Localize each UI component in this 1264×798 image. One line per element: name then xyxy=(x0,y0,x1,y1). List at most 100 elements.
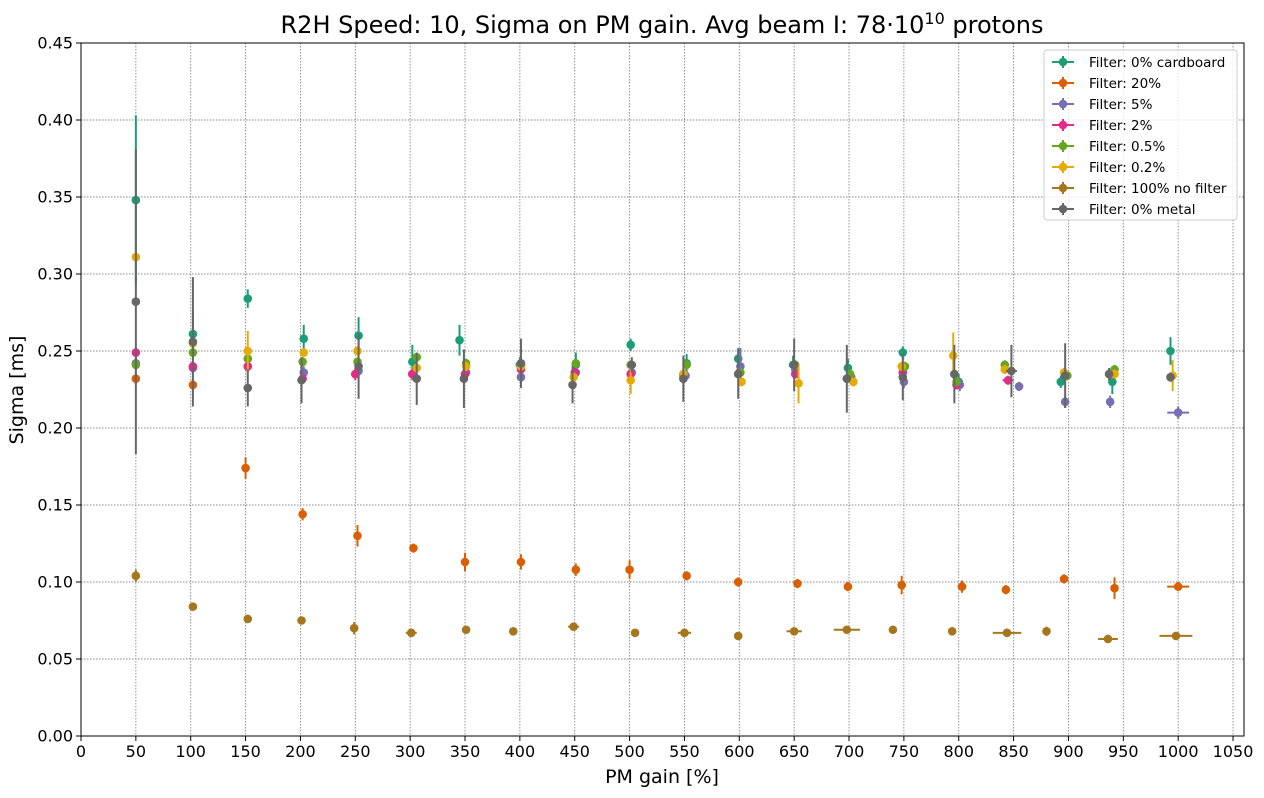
data-point xyxy=(516,557,526,567)
data-point xyxy=(1003,375,1013,385)
legend-item: Filter: 2% xyxy=(1052,118,1153,134)
x-tick-label: 900 xyxy=(1053,742,1084,761)
legend-marker xyxy=(1058,204,1068,214)
data-point xyxy=(948,351,958,360)
legend: Filter: 0% cardboard Filter: 20% Filter: 5… xyxy=(1043,49,1238,221)
legend-marker xyxy=(1058,183,1068,193)
x-tick-label: 0 xyxy=(76,742,86,761)
series-2 xyxy=(131,372,1190,599)
data-point xyxy=(1002,628,1012,638)
legend-label: Filter: 0% metal xyxy=(1089,202,1196,218)
chart-title-exponent: 10 xyxy=(924,9,944,28)
data-point xyxy=(793,579,802,588)
data-point xyxy=(842,625,852,635)
y-axis-label: Sigma [ms] xyxy=(6,336,28,445)
data-point xyxy=(568,380,577,390)
x-tick-label: 450 xyxy=(559,742,590,761)
data-point xyxy=(412,374,422,384)
data-point xyxy=(1166,372,1175,382)
data-point xyxy=(188,337,198,347)
data-point xyxy=(680,628,689,638)
data-point xyxy=(627,360,637,370)
legend-label: Filter: 100% no filter xyxy=(1089,181,1227,197)
x-axis-label: PM gain [%] xyxy=(605,766,719,788)
legend-item: Filter: 5% xyxy=(1052,97,1153,113)
data-point xyxy=(353,346,362,356)
data-point xyxy=(630,628,640,638)
y-tick-label: 0.15 xyxy=(37,496,73,515)
data-point xyxy=(626,340,635,350)
legend-label: Filter: 5% xyxy=(1089,97,1153,113)
data-point xyxy=(354,362,363,371)
data-point xyxy=(461,625,471,635)
data-point xyxy=(299,348,309,357)
x-tick-label: 200 xyxy=(285,742,316,761)
legend-label: Filter: 0.5% xyxy=(1089,139,1166,155)
data-point xyxy=(1104,369,1114,379)
chart-title-main: R2H Speed: 10, Sigma on PM gain. Avg bea… xyxy=(281,11,925,39)
y-tick-label: 0.05 xyxy=(37,650,73,669)
data-point xyxy=(1001,585,1011,594)
data-point xyxy=(849,377,858,387)
data-point xyxy=(460,557,470,567)
data-point xyxy=(898,372,908,382)
data-point xyxy=(626,375,635,385)
data-point xyxy=(241,463,250,473)
x-tick-label: 400 xyxy=(505,742,536,761)
y-tick-label: 0.10 xyxy=(37,573,73,592)
legend-label: Filter: 20% xyxy=(1089,76,1161,92)
x-tick-label: 700 xyxy=(834,742,865,761)
data-point xyxy=(794,379,803,388)
legend-label: Filter: 2% xyxy=(1089,118,1153,134)
data-point xyxy=(897,362,906,371)
data-point xyxy=(682,571,691,581)
data-point xyxy=(1103,634,1113,644)
data-point xyxy=(1059,574,1069,584)
x-tick-label: 100 xyxy=(175,742,206,761)
data-point xyxy=(789,360,799,370)
series-5 xyxy=(131,347,1119,387)
data-point xyxy=(406,628,416,638)
y-tick-label: 0.00 xyxy=(37,727,73,746)
series-7 xyxy=(131,569,1193,644)
legend-marker xyxy=(1058,162,1068,172)
data-point xyxy=(1171,631,1181,641)
data-point xyxy=(1110,583,1119,593)
x-tick-label: 1050 xyxy=(1213,742,1254,761)
x-tick-label: 500 xyxy=(614,742,645,761)
data-point xyxy=(733,577,743,587)
data-point xyxy=(349,623,359,633)
data-point xyxy=(1173,408,1183,417)
legend-item: Filter: 0% metal xyxy=(1052,202,1196,218)
chart-title: R2H Speed: 10, Sigma on PM gain. Avg bea… xyxy=(281,9,1044,39)
data-point xyxy=(243,383,253,393)
data-point xyxy=(188,602,198,611)
x-tick-label: 50 xyxy=(126,742,146,761)
y-tick-label: 0.40 xyxy=(37,111,73,130)
data-point xyxy=(350,369,360,379)
data-point xyxy=(297,616,306,625)
x-tick-label: 650 xyxy=(779,742,810,761)
data-point xyxy=(1105,397,1115,407)
data-point xyxy=(516,359,526,368)
series-4 xyxy=(131,347,1118,390)
data-point xyxy=(131,297,141,307)
y-tick-label: 0.20 xyxy=(37,419,73,438)
plot-frame xyxy=(80,42,1245,737)
x-tick-label: 850 xyxy=(998,742,1029,761)
data-point xyxy=(737,377,746,387)
x-tick-label: 600 xyxy=(724,742,755,761)
data-point xyxy=(679,374,688,384)
axis-ticks: 0 50 100 150 200 250 300 350 400 450 500 550 600 650 7… xyxy=(37,34,1253,762)
legend-item: Filter: 0.2% xyxy=(1052,160,1166,176)
data-point xyxy=(299,334,309,343)
legend-item: Filter: 20% xyxy=(1052,76,1161,92)
legend-item: Filter: 0% cardboard xyxy=(1052,55,1225,71)
data-point xyxy=(1042,626,1051,636)
data-point xyxy=(243,294,253,303)
data-point xyxy=(298,509,307,519)
data-point xyxy=(243,614,253,624)
x-tick-label: 750 xyxy=(889,742,920,761)
data-point xyxy=(455,335,464,345)
